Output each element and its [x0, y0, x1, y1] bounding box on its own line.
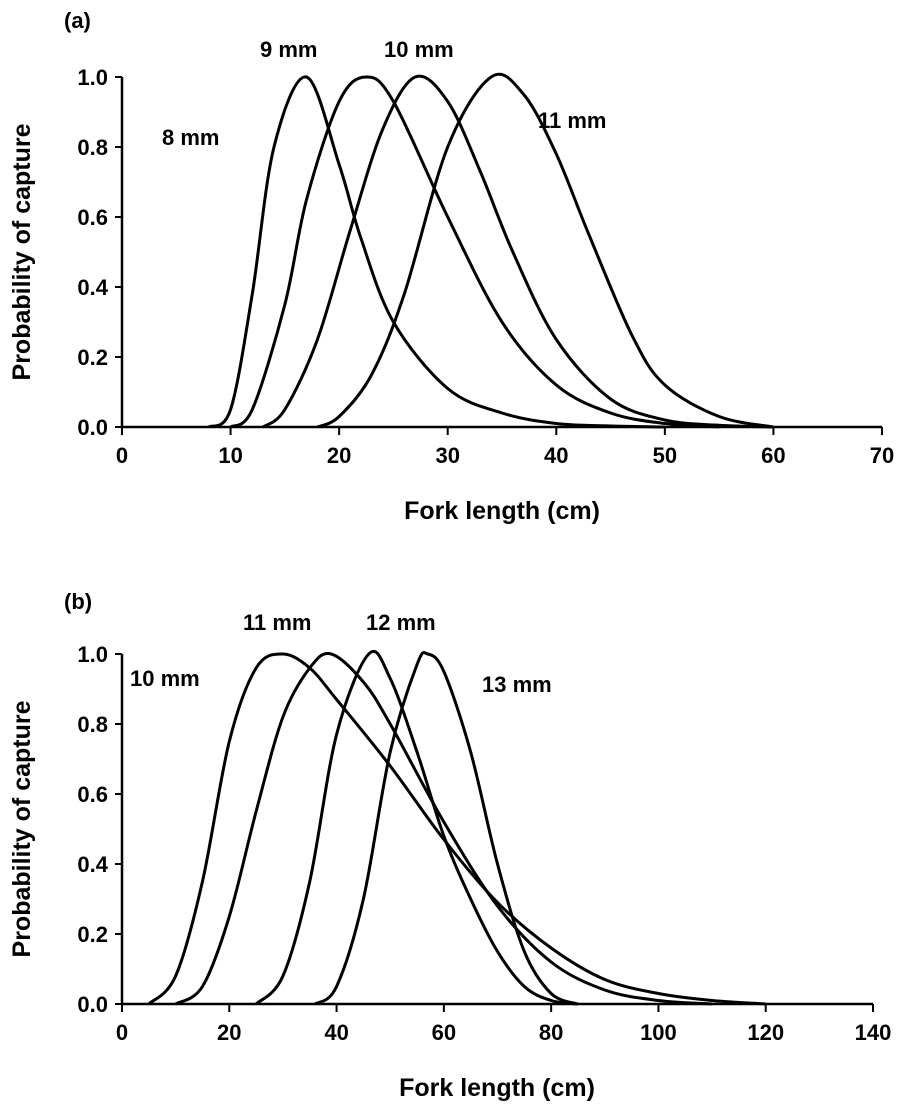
panel-b-label-13mm: 13 mm: [482, 672, 552, 697]
panel-b-series-13mm: [314, 651, 579, 1006]
panel-b-x-tick-label: 140: [855, 1020, 892, 1045]
panel-b-label-10mm: 10 mm: [130, 666, 200, 691]
panel-b-x-axis-title: Fork length (cm): [399, 1074, 595, 1102]
panel-a-series-8mm: [207, 75, 665, 429]
panel-a-ticks: 0 10 20 30 40 50 60 70 0.0 0.2 0.4 0.6 0.8 1.0: [77, 65, 894, 468]
panel-b-y-tick-label: 0.4: [77, 852, 108, 877]
panel-b-label-12mm: 12 mm: [366, 610, 436, 635]
panel-b-x-tick-label: 0: [116, 1020, 128, 1045]
panel-b-series-12mm: [255, 650, 579, 1006]
panel-a: (a) 0 10 20 30 40 50 60 70 0.0 0.2 0.4 0.6 0.8 1.0 Fo…: [8, 8, 894, 525]
panel-b-y-tick-label: 1.0: [77, 642, 108, 667]
panel-a-x-tick-label: 0: [116, 443, 128, 468]
panel-a-label-10mm: 10 mm: [384, 37, 454, 62]
panel-a-series-11mm: [316, 72, 774, 429]
panel-a-x-tick-label: 30: [435, 443, 459, 468]
panel-a-y-tick-label: 0.8: [77, 135, 108, 160]
panel-a-x-tick-label: 10: [218, 443, 242, 468]
panel-b-x-tick-label: 60: [432, 1020, 456, 1045]
panel-a-curves: [207, 72, 774, 429]
panel-b-ticks: 0 20 40 60 80 100 120 140 0.0 0.2 0.4 0.6 0.8 1.0: [77, 642, 891, 1045]
panel-a-y-axis-title: Probability of capture: [8, 123, 36, 380]
panel-a-series-10mm: [262, 74, 774, 429]
panel-a-y-tick-label: 0.4: [77, 275, 108, 300]
panel-a-y-tick-label: 0.6: [77, 205, 108, 230]
panel-a-y-tick-label: 0.2: [77, 345, 108, 370]
panel-b-y-axis-title: Probability of capture: [8, 700, 36, 957]
panel-a-label: (a): [64, 8, 91, 33]
panel-a-x-tick-label: 20: [327, 443, 351, 468]
panel-b-x-tick-label: 40: [324, 1020, 348, 1045]
panel-a-series-9mm: [229, 75, 720, 429]
panel-a-x-tick-label: 40: [544, 443, 568, 468]
panel-b-x-tick-label: 80: [539, 1020, 563, 1045]
panel-b-y-tick-label: 0.6: [77, 782, 108, 807]
panel-b: (b) 0 20 40 60 80 100 120 140 0.0 0.2 0.4 0.6 0.8 1.0…: [8, 589, 891, 1102]
panel-b-y-tick-label: 0.2: [77, 922, 108, 947]
panel-b-label-11mm: 11 mm: [243, 610, 312, 635]
panel-a-x-tick-label: 70: [870, 443, 894, 468]
panel-a-label-9mm: 9 mm: [260, 37, 317, 62]
panel-a-label-8mm: 8 mm: [162, 125, 219, 150]
panel-a-x-tick-label: 60: [761, 443, 785, 468]
panel-b-x-tick-label: 120: [747, 1020, 784, 1045]
panel-b-series-10mm: [147, 652, 766, 1006]
panel-a-y-tick-label: 1.0: [77, 65, 108, 90]
panel-b-x-tick-label: 20: [217, 1020, 241, 1045]
panel-a-y-tick-label: 0.0: [77, 415, 108, 440]
panel-b-y-tick-label: 0.8: [77, 712, 108, 737]
panel-b-curves: [147, 650, 766, 1006]
panel-a-x-tick-label: 50: [653, 443, 677, 468]
panel-b-y-tick-label: 0.0: [77, 992, 108, 1017]
panel-a-x-axis-title: Fork length (cm): [404, 497, 600, 525]
panel-a-label-11mm: 11 mm: [538, 108, 607, 133]
panel-b-series-11mm: [174, 652, 713, 1006]
panel-b-x-tick-label: 100: [640, 1020, 677, 1045]
panel-b-label: (b): [64, 589, 92, 614]
